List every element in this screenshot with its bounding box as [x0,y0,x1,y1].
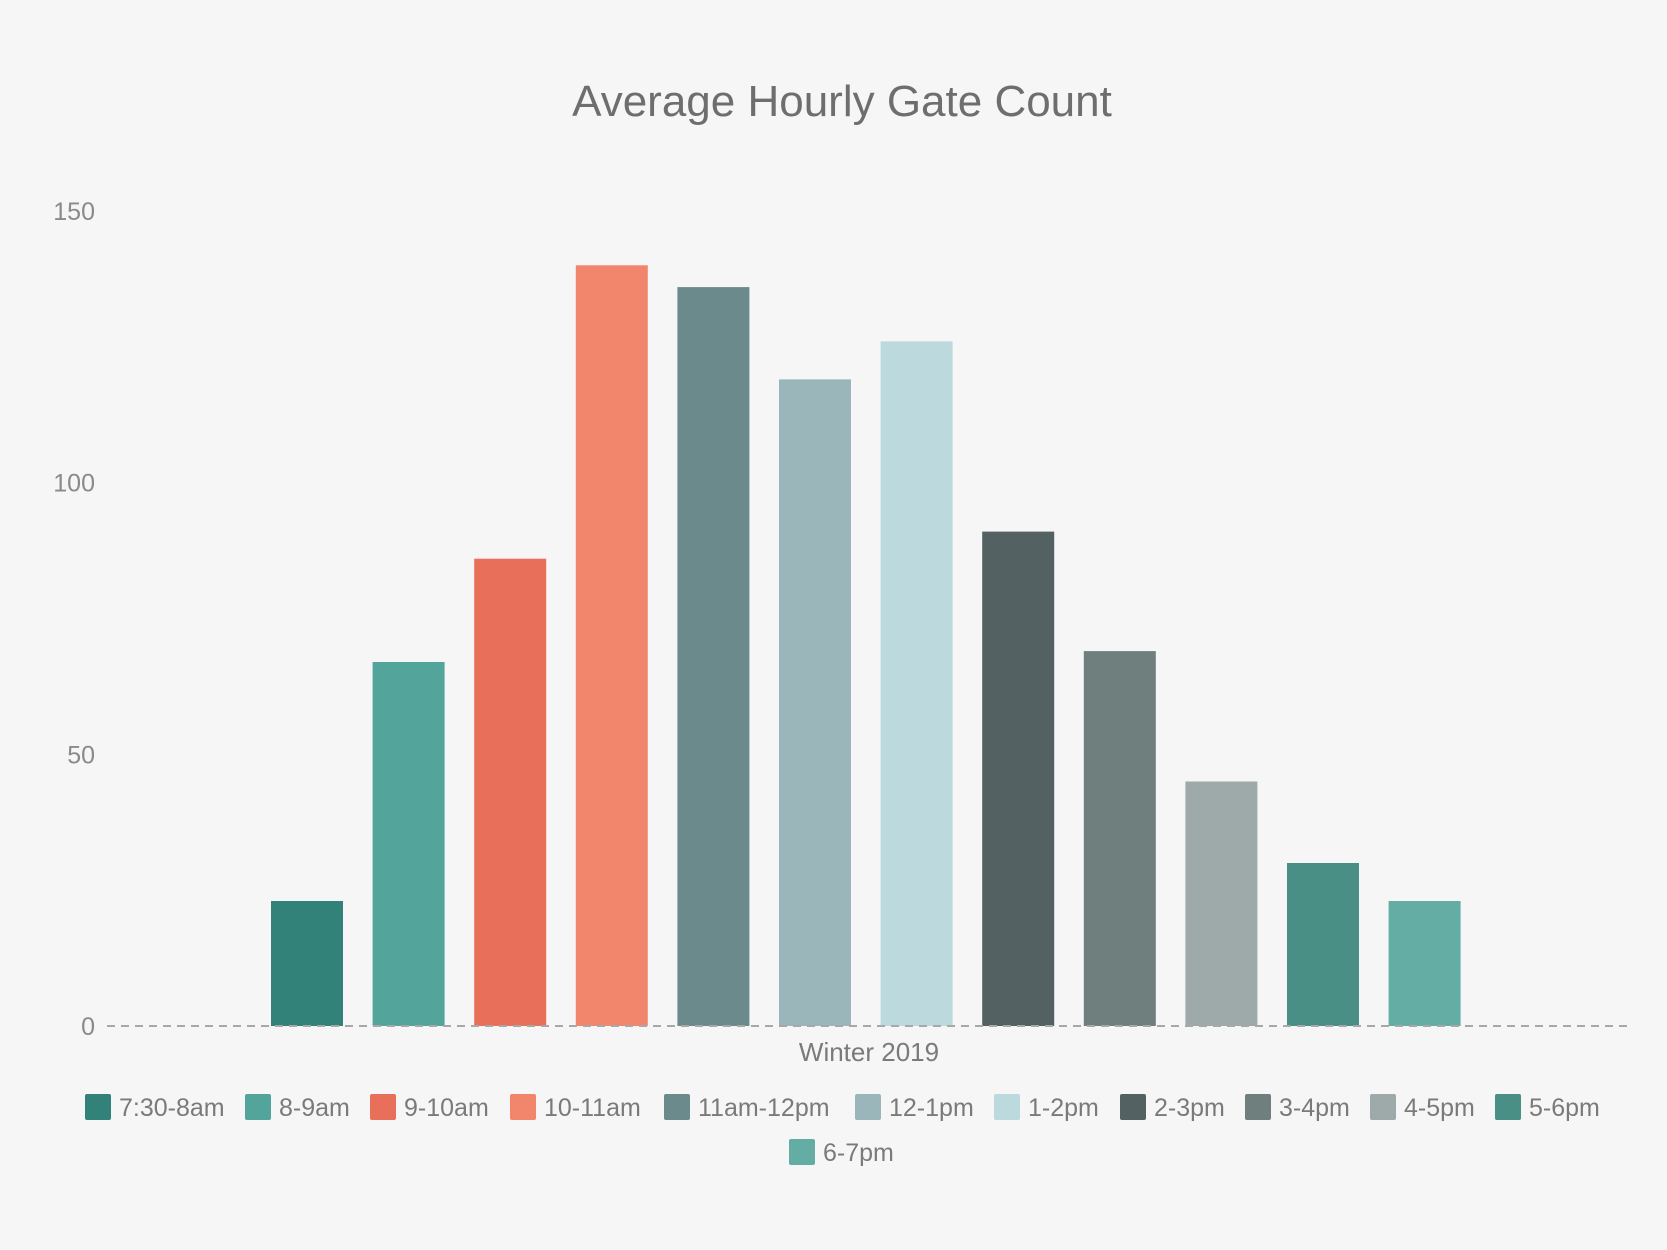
y-tick-label: 50 [67,741,95,769]
legend-label: 3-4pm [1279,1094,1350,1122]
legend-label: 6-7pm [823,1139,894,1167]
legend-item: 6-7pm [789,1139,894,1167]
bar-8-9am [372,662,445,1026]
legend-swatch [245,1094,271,1120]
legend-label: 5-6pm [1529,1094,1600,1122]
legend-label: 1-2pm [1028,1094,1099,1122]
chart-title: Average Hourly Gate Count [572,77,1112,126]
legend-label: 4-5pm [1404,1094,1475,1122]
legend-label: 10-11am [544,1094,641,1122]
legend-item: 5-6pm [1495,1094,1600,1122]
legend-label: 11am-12pm [698,1094,830,1122]
bars-group [271,265,1461,1027]
legend-label: 2-3pm [1154,1094,1225,1122]
legend-swatch [855,1094,881,1120]
legend-swatch [370,1094,396,1120]
legend-swatch [1495,1094,1521,1120]
y-tick-label: 0 [81,1013,95,1041]
bar-7:30-8am [271,901,343,1026]
legend-item: 3-4pm [1245,1094,1350,1122]
legend-swatch [1120,1094,1146,1120]
legend: 7:30-8am 8-9am 9-10am 10-11am 11am-12pm 12-1p… [85,1094,1600,1167]
bar-10-11am [575,265,648,1026]
bar-6-7pm [1388,901,1461,1026]
legend-item: 10-11am [510,1094,641,1122]
legend-item: 1-2pm [994,1094,1099,1122]
legend-swatch [510,1094,536,1120]
legend-item: 12-1pm [855,1094,974,1122]
bar-9-10am [474,558,547,1026]
legend-item: 4-5pm [1370,1094,1475,1122]
bar-4-5pm [1185,781,1258,1026]
legend-item: 8-9am [245,1094,350,1122]
legend-item: 11am-12pm [664,1094,830,1122]
bar-11am-12pm [677,287,750,1027]
legend-label: 7:30-8am [119,1094,225,1122]
legend-label: 12-1pm [889,1094,974,1122]
bar-5-6pm [1287,863,1359,1026]
legend-item: 2-3pm [1120,1094,1225,1122]
legend-swatch [85,1094,111,1120]
bar-2-3pm [982,531,1055,1026]
legend-label: 9-10am [404,1094,489,1122]
y-tick-label: 100 [53,470,95,498]
y-axis-ticks: 0 50 100 150 [53,198,95,1041]
bar-1-2pm [880,341,953,1026]
legend-item: 9-10am [370,1094,489,1122]
legend-swatch [789,1139,815,1165]
legend-label: 8-9am [279,1094,350,1122]
bar-12-1pm [779,379,851,1026]
y-tick-label: 150 [53,198,95,226]
x-category-label: Winter 2019 [799,1037,939,1067]
legend-swatch [1245,1094,1271,1120]
legend-swatch [1370,1094,1396,1120]
legend-swatch [994,1094,1020,1120]
legend-item: 7:30-8am [85,1094,225,1122]
legend-swatch [664,1094,690,1120]
bar-3-4pm [1083,651,1156,1026]
